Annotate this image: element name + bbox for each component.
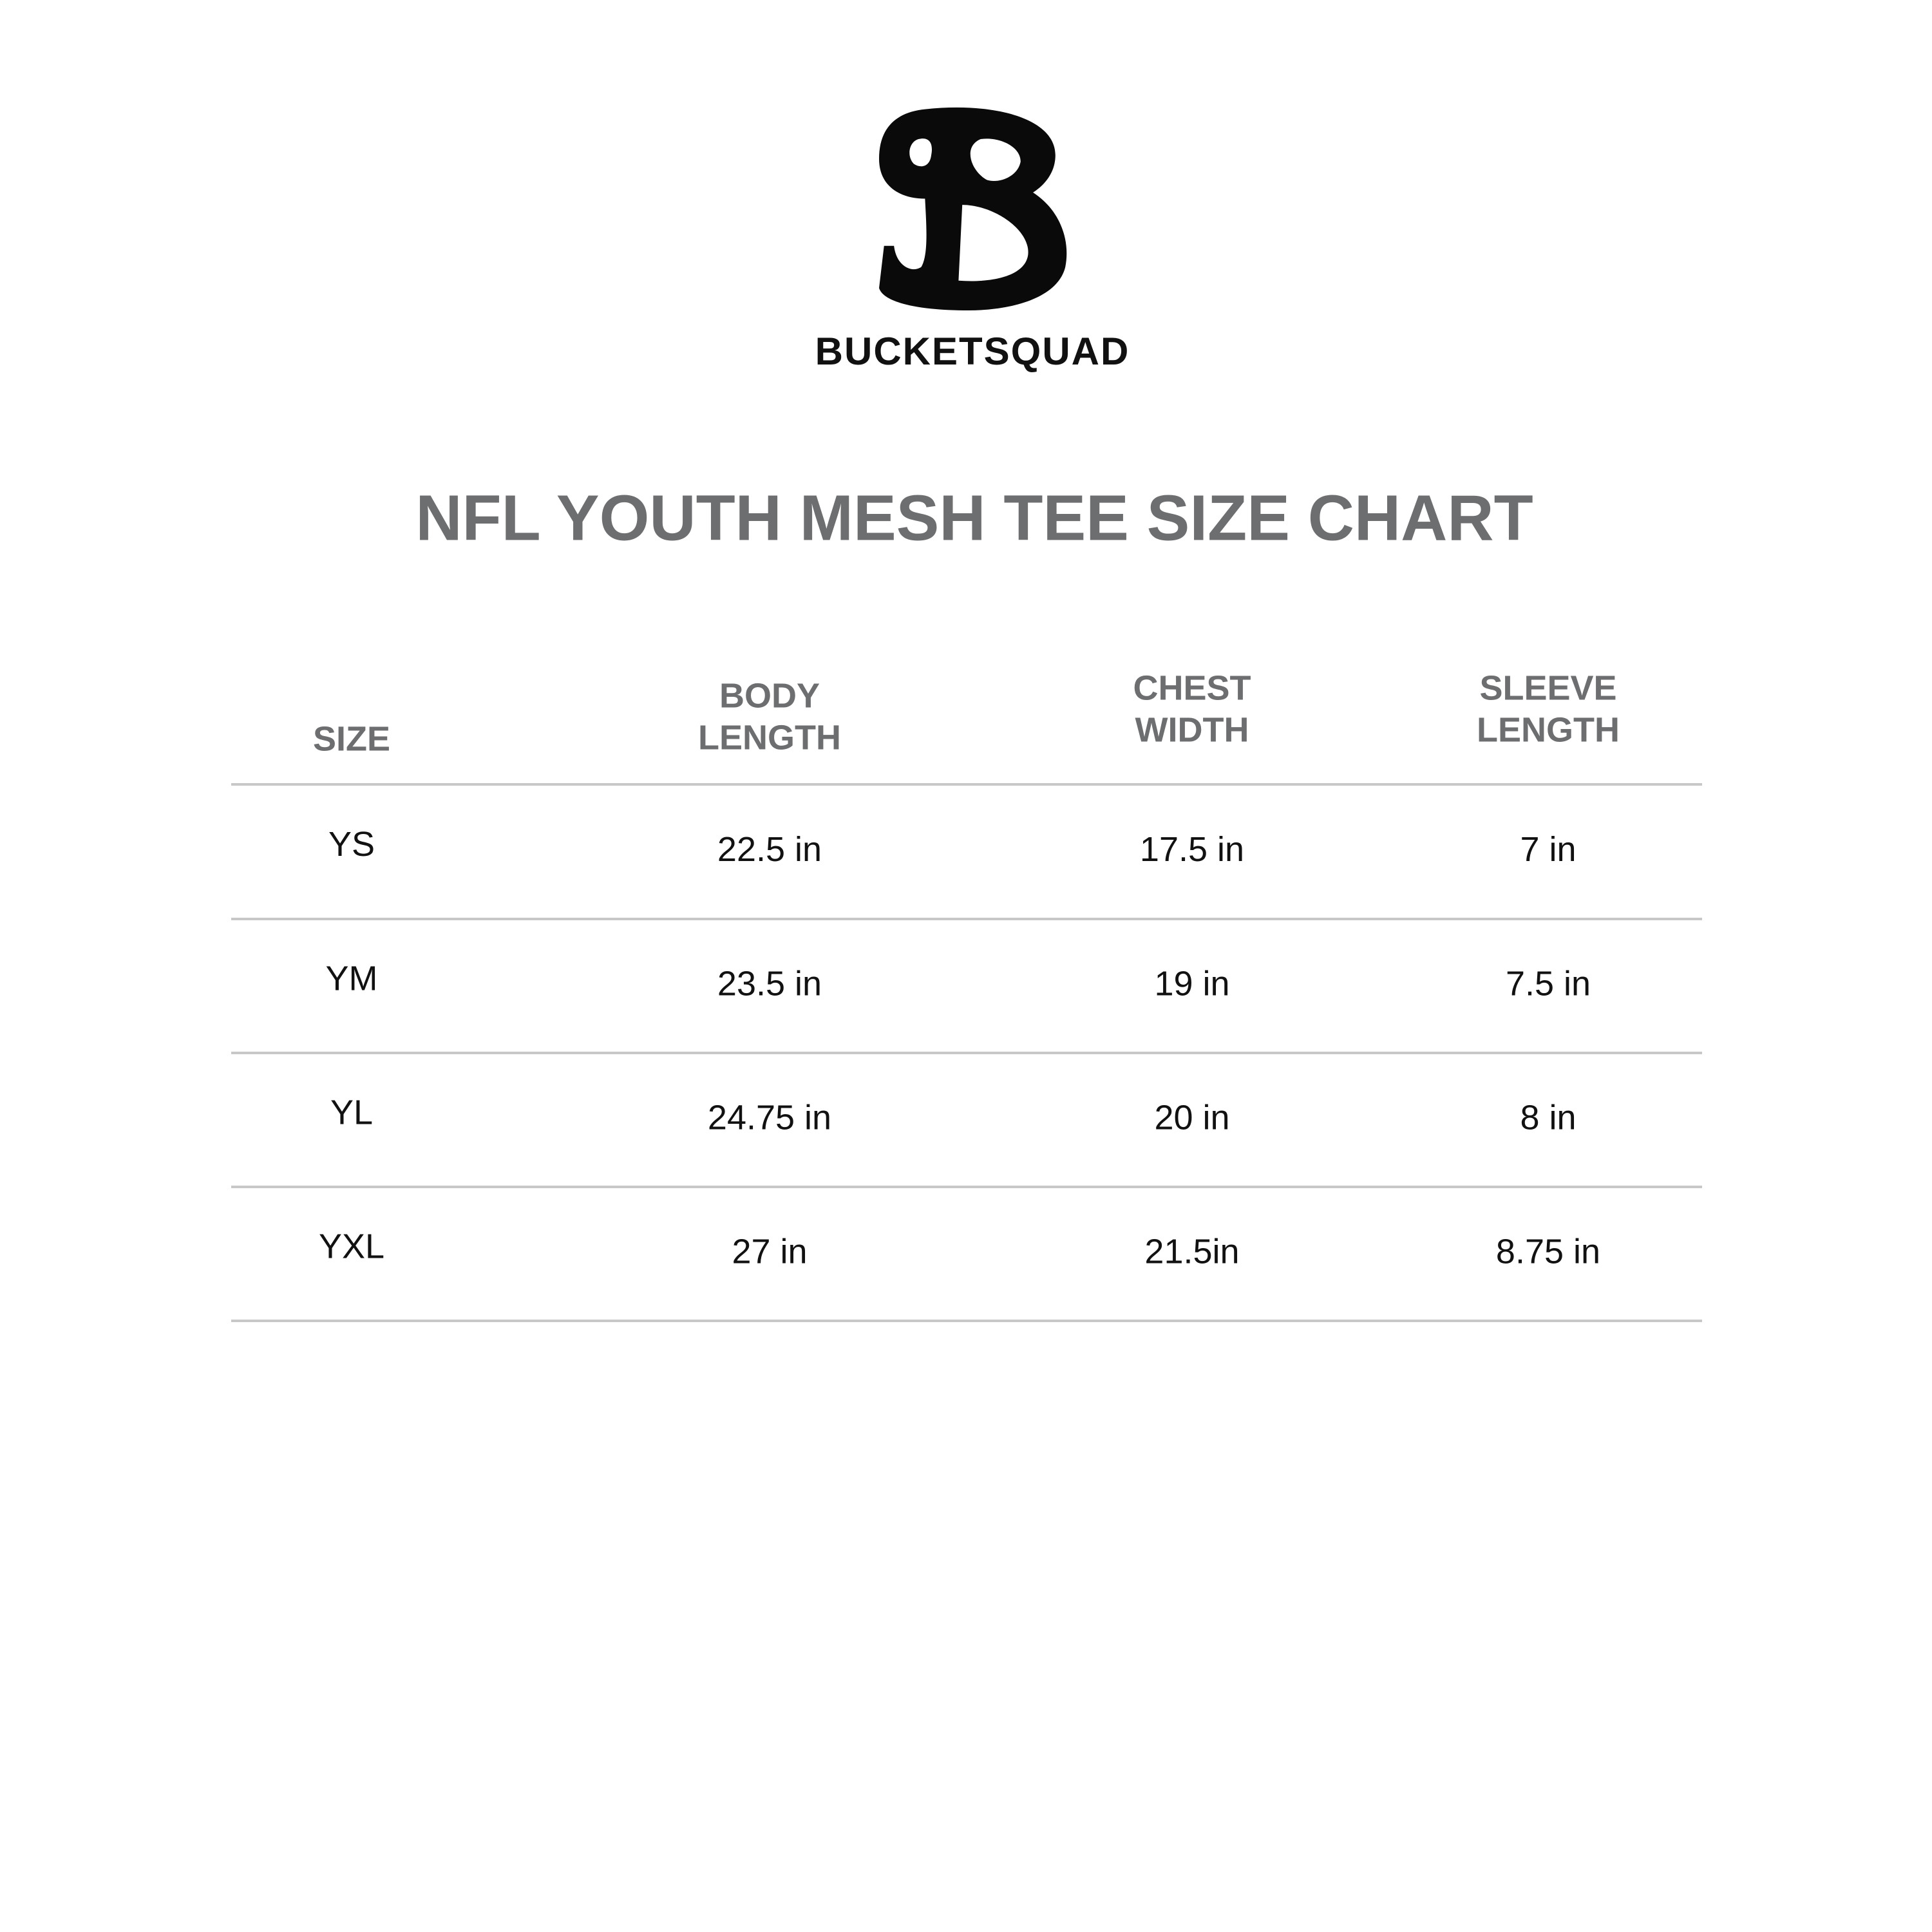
column-header: BODY — [719, 676, 820, 715]
size-label: YXL — [319, 1227, 384, 1265]
measurement: 8 in — [1520, 1098, 1576, 1137]
measurement: 22.5 in — [717, 830, 822, 869]
column-header: WIDTH — [1135, 710, 1249, 749]
size-label: YS — [328, 825, 375, 864]
measurement: 8.75 in — [1496, 1232, 1600, 1271]
title: NFL YOUTH MESH TEE SIZE CHART — [415, 482, 1533, 554]
measurement: 7 in — [1520, 830, 1576, 869]
column-header: CHEST — [1133, 668, 1251, 707]
measurement: 21.5in — [1144, 1232, 1239, 1271]
column-header: LENGTH — [698, 718, 841, 757]
column-header: SLEEVE — [1479, 668, 1616, 707]
column-header: LENGTH — [1477, 710, 1620, 749]
measurement: 7.5 in — [1506, 964, 1591, 1003]
column-header: SIZE — [313, 719, 390, 758]
size-label: YM — [326, 959, 378, 998]
measurement: 20 in — [1154, 1098, 1229, 1137]
size-label: YL — [330, 1093, 373, 1132]
logo-mark — [879, 107, 1067, 310]
measurement: 23.5 in — [717, 964, 822, 1003]
measurement: 27 in — [732, 1232, 807, 1271]
logo-text: BUCKETSQUAD — [815, 330, 1130, 373]
measurement: 17.5 in — [1140, 830, 1244, 869]
measurement: 19 in — [1154, 964, 1229, 1003]
measurement: 24.75 in — [708, 1098, 831, 1137]
